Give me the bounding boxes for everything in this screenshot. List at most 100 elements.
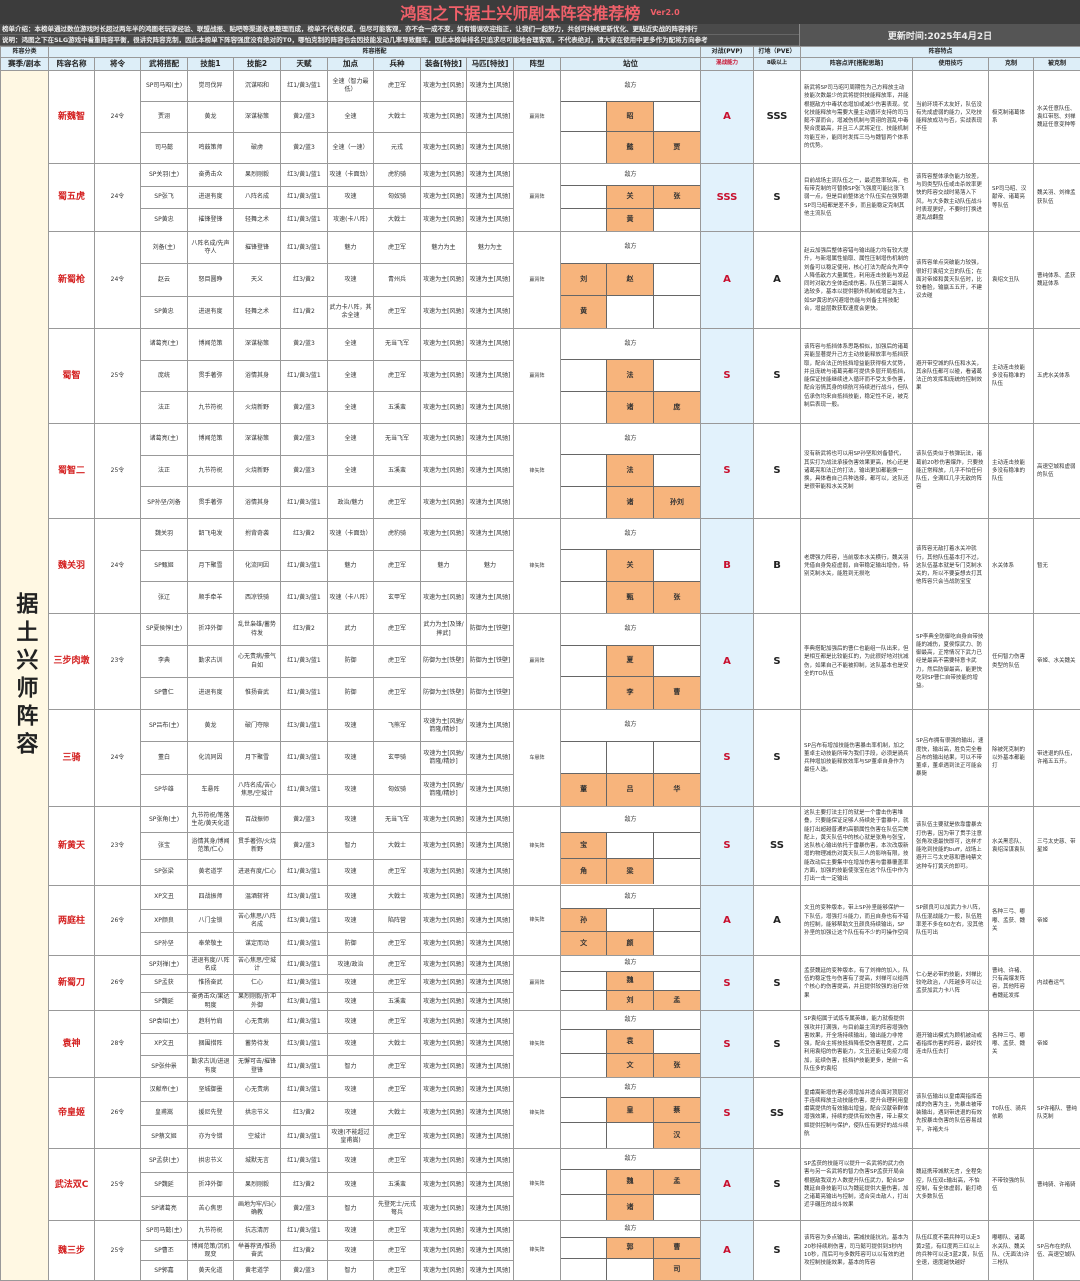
troop-cell: 大戟士: [374, 209, 421, 232]
horse-cell: 攻速为主[风驰]: [467, 102, 514, 133]
talent-cell: 红1/黄3/蓝1: [281, 859, 328, 885]
enemy-side-label: 敌方: [561, 886, 700, 909]
hero-cell: 贾诩: [141, 102, 188, 133]
equip-cell: 魅力: [421, 550, 467, 582]
talent-cell: 红1/黄3/蓝1: [281, 774, 328, 806]
troop-cell: 虎卫军: [374, 360, 421, 392]
talent-cell: 红1/黄3/蓝1: [281, 550, 328, 582]
formation-slot: 吕: [607, 774, 653, 806]
formation-slot: 诸: [607, 392, 653, 423]
formation-slot: [654, 296, 700, 328]
talent-cell: 红1/黄3/蓝1: [281, 209, 328, 232]
hero-cell: 李典: [141, 646, 188, 678]
talent-cell: 红1/黄2: [281, 296, 328, 328]
group-match: 阵容搭配: [49, 47, 701, 58]
points-cell: 攻速: [328, 186, 374, 209]
talent-cell: 红3/黄2: [281, 1173, 328, 1197]
array-type: 赢胥阵: [514, 956, 561, 1011]
points-cell: 攻速: [328, 710, 374, 742]
countered-by: 曹纯骑、许褚骑: [1034, 1149, 1080, 1221]
talent-cell: 红1/黄3/蓝1: [281, 1125, 328, 1149]
lineup-cost: 24令: [95, 519, 141, 614]
hero-cell: SP蔡文姬: [141, 1125, 188, 1149]
hero-cell: SP张梁: [141, 859, 188, 885]
formation-slot: 蔡: [654, 1098, 700, 1123]
lineup-review: 老牌强力阵容，当前版本水关横行，魏关羽凭借自身免疫虚弱，自带稳定输出增伤，特别克…: [801, 519, 913, 614]
troop-cell: 五溪蛮: [374, 992, 421, 1010]
formation-slot: 文: [607, 1054, 653, 1078]
formation-slot: [561, 742, 607, 774]
skill2-cell: 抗志清厉: [234, 1221, 281, 1241]
points-cell: 全速: [328, 392, 374, 424]
hero-cell: SP张飞: [141, 186, 188, 209]
skill1-cell: 折冲外御: [188, 1173, 234, 1197]
lineup-name: 蜀智二: [49, 424, 95, 519]
horse-cell: 攻速为主[风驰]: [467, 1078, 514, 1102]
points-cell: 魅力: [328, 232, 374, 264]
troop-cell: 陷阵营: [374, 909, 421, 932]
skill2-cell: 月下聚雪: [234, 742, 281, 774]
formation-slot: 昭: [607, 102, 653, 133]
equip-cell: 攻速为主[风驰]: [421, 807, 467, 833]
group-features: 阵容特点: [801, 47, 1080, 58]
formation-slot: [561, 677, 607, 709]
lineup-name: 新黄天: [49, 807, 95, 886]
troop-cell: 虎卫军: [374, 974, 421, 992]
array-type: 锋矢阵: [514, 886, 561, 956]
lineup-name: 两庭柱: [49, 886, 95, 956]
points-cell: 武力卡八阵，其余全速: [328, 296, 374, 328]
usage-tips: SP李典全防御吃自身自带技能的减伤，夏侯惇武力、防御最高，正常情况下武力已经是最…: [913, 614, 989, 710]
troop-cell: 玄甲军: [374, 582, 421, 614]
formation: 敌方魏刘孟: [561, 956, 700, 1010]
counters: 主动连击技能多没有稳准的队伍: [989, 329, 1034, 424]
equip-cell: 武力为主[及锋/摔武]: [421, 614, 467, 646]
troop-cell: 大戟士: [374, 1033, 421, 1055]
skill1-cell: 趋利竹肩: [188, 1011, 234, 1033]
column-header-name: 阵容名称: [49, 58, 95, 71]
horse-cell: 攻速为主[风驰]: [467, 360, 514, 392]
formation-grid: 敌方关甄张: [561, 519, 701, 614]
skill1-cell: 黄老道学: [188, 859, 234, 885]
equip-cell: 攻速为主[风驰]: [421, 974, 467, 992]
lineup-review: 没有新武将也可以用SP孙坚和刘备替代，其实打为战法承接伤害效果更高，核心还是诸葛…: [801, 424, 913, 519]
formation-slot: 文: [561, 932, 607, 955]
formation-slot: 曹: [654, 1238, 700, 1259]
horse-cell: 攻速为主[风驰]: [467, 582, 514, 614]
equip-cell: 攻速为主[风驰]: [421, 909, 467, 932]
formation-slot: [561, 186, 607, 208]
skill1-cell: 拱忠节义: [188, 1149, 234, 1173]
hero-cell: 诸葛亮(主): [141, 424, 188, 456]
counters: 各种三弓、嘟嘟、孟获、魏关: [989, 886, 1034, 956]
column-header-heroes: 武将搭配: [141, 58, 188, 71]
lineup-review: SP孟获的技能可以提升一名武将的武力伤害与另一名武将的智力伤害SP孟获开局会根据…: [801, 1149, 913, 1221]
formation-slot: [561, 132, 607, 163]
formation-slot: [654, 1030, 700, 1054]
horse-cell: 攻速为主[风驰]: [467, 956, 514, 974]
pvp-rating: S: [701, 424, 754, 519]
lineup-review: 新武将SP司马昭可周期性为己方释放主动技能次数最少的武将提供技能释放率，并能根据…: [801, 71, 913, 164]
hero-cell: 董白: [141, 742, 188, 774]
formation-slot: 皇: [607, 1098, 653, 1123]
pve-rating: A: [754, 886, 801, 956]
formation-slot: 角: [561, 859, 607, 884]
hero-cell: XP文丑: [141, 1033, 188, 1055]
talent-cell: 红3/黄1/蓝1: [281, 1033, 328, 1055]
skill1-cell: 浴情其身/博闻范策/仁心: [188, 833, 234, 859]
formation-slot: [654, 646, 700, 678]
hero-cell: SP曹丕: [141, 1241, 188, 1261]
usage-tips: 该队伍主要就是依靠雷暴去打伤害，因为带了贯手注意张角攻速最快即可，这样才能吃到技…: [913, 807, 989, 886]
skill2-cell: 无懈可击/摧锋登锋: [234, 1055, 281, 1077]
formation-slot: 宝: [561, 833, 607, 858]
formation: 敌方魏孟诸: [561, 1149, 700, 1220]
horse-cell: 攻速为主[风驰]: [467, 859, 514, 885]
equip-cell: 攻速为主[风驰]: [421, 859, 467, 885]
formation-slot: 董: [561, 774, 607, 806]
counters: 极克制诸葛体系: [989, 71, 1034, 164]
formation-slot: [561, 102, 607, 133]
hero-cell: 张辽: [141, 582, 188, 614]
enemy-side-label: 敌方: [561, 614, 700, 646]
skill2-cell: 心无责病: [234, 1011, 281, 1033]
formation-slot: 关: [607, 186, 653, 208]
horse-cell: 攻速为主[风驰]: [467, 329, 514, 361]
